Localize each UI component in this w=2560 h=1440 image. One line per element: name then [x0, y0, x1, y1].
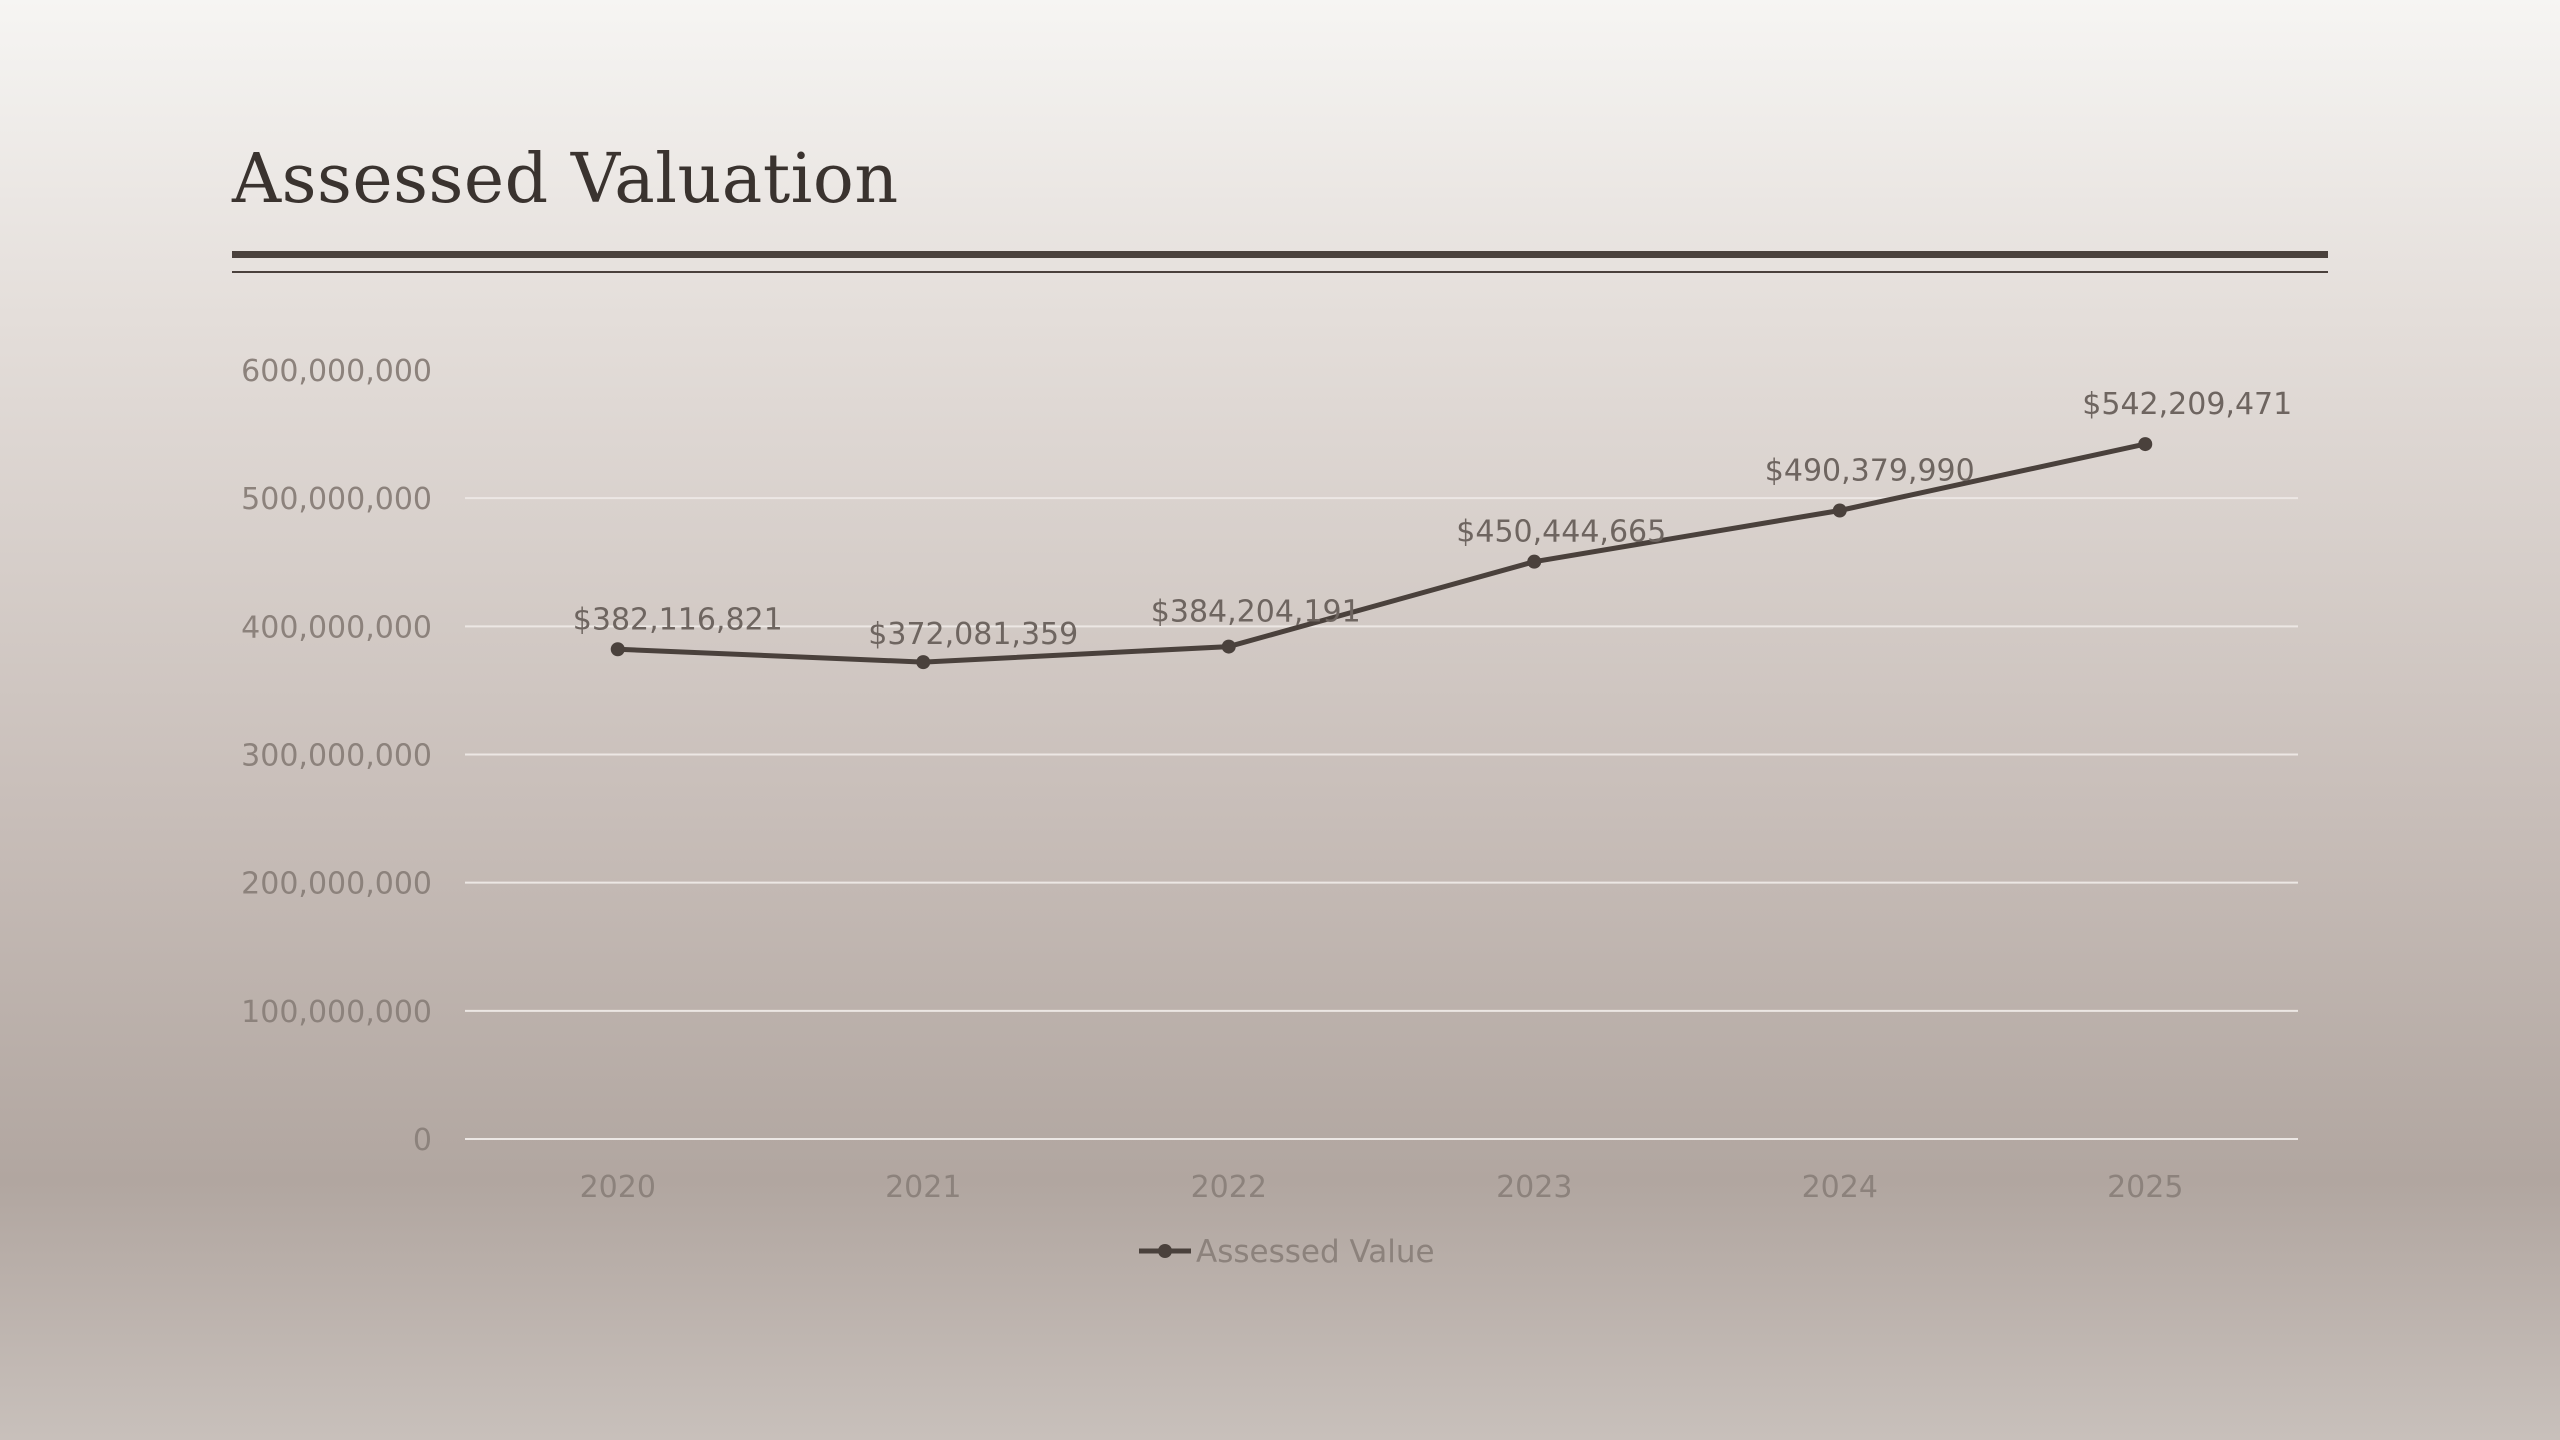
- title-rule-thin: [232, 271, 2328, 273]
- x-axis-tick-labels: 2020 2021 2022 2023 2024 2025: [580, 1170, 2184, 1205]
- data-point-marker: [2138, 437, 2153, 452]
- series-assessed-value: [610, 437, 2153, 670]
- data-point-marker: [916, 655, 931, 670]
- legend-marker-swatch: [1158, 1244, 1172, 1258]
- data-label: $382,116,821: [573, 602, 783, 637]
- data-labels: $382,116,821 $372,081,359 $384,204,191 $450…: [573, 387, 2292, 652]
- x-tick-label: 2021: [885, 1170, 961, 1205]
- data-label: $450,444,665: [1456, 515, 1666, 550]
- data-label: $490,379,990: [1765, 453, 1975, 488]
- data-label: $542,209,471: [2082, 387, 2292, 422]
- legend[interactable]: Assessed Value: [1139, 1234, 1435, 1270]
- y-tick-label: 600,000,000: [241, 354, 432, 389]
- slide-title: Assessed Valuation: [232, 140, 899, 219]
- y-axis-tick-labels: 0 100,000,000 200,000,000 300,000,000 400,00…: [241, 354, 432, 1158]
- x-tick-label: 2025: [2107, 1170, 2183, 1205]
- x-tick-label: 2022: [1191, 1170, 1267, 1205]
- gridlines: [465, 497, 2298, 1140]
- data-point-marker: [1832, 503, 1847, 518]
- data-point-marker: [610, 642, 625, 657]
- y-tick-label: 400,000,000: [241, 610, 432, 645]
- y-tick-label: 100,000,000: [241, 995, 432, 1030]
- y-tick-label: 0: [413, 1123, 432, 1158]
- y-tick-label: 300,000,000: [241, 739, 432, 774]
- x-tick-label: 2020: [580, 1170, 656, 1205]
- data-label: $384,204,191: [1151, 595, 1361, 630]
- x-tick-label: 2023: [1496, 1170, 1572, 1205]
- y-tick-label: 200,000,000: [241, 867, 432, 902]
- data-point-marker: [1527, 554, 1542, 569]
- x-tick-label: 2024: [1802, 1170, 1878, 1205]
- series-line: [615, 441, 2148, 665]
- y-tick-label: 500,000,000: [241, 482, 432, 517]
- title-rule-thick: [232, 251, 2328, 258]
- data-label: $372,081,359: [868, 617, 1078, 652]
- legend-label: Assessed Value: [1196, 1234, 1435, 1270]
- data-point-marker: [1221, 639, 1236, 654]
